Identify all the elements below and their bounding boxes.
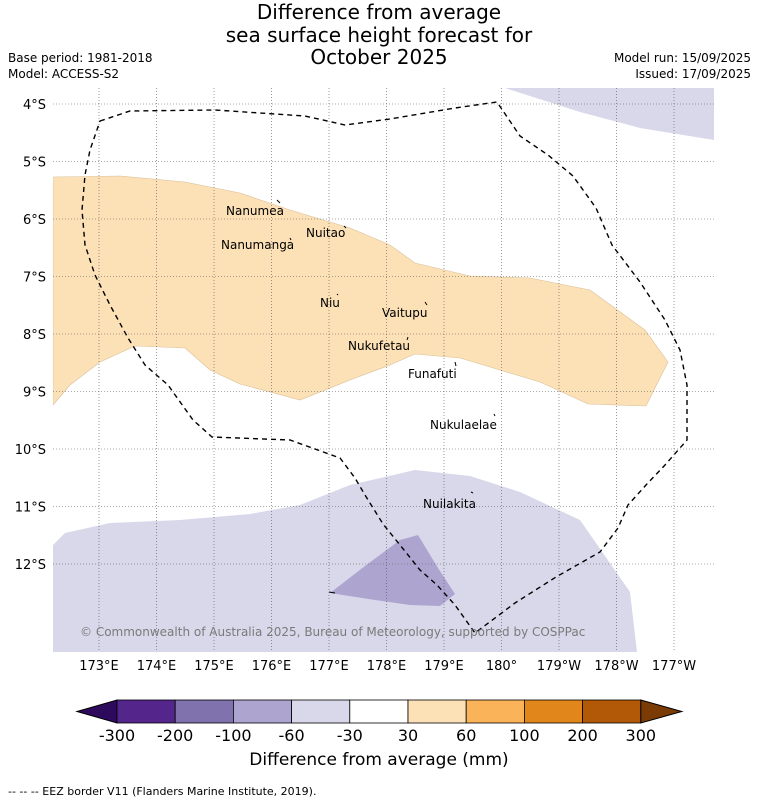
map-title-line-3: October 2025 <box>310 45 448 69</box>
lon-tick-label: 180° <box>486 659 517 674</box>
colorbar-extension-low <box>75 699 118 724</box>
place-label-nuitao: Nuitao <box>306 226 345 240</box>
colorbar-segment <box>116 699 176 724</box>
place-label-niu: Niu <box>320 296 340 310</box>
colorbar <box>75 699 684 724</box>
base-period-label: Base period: 1981-2018 <box>8 51 153 65</box>
colorbar-segment <box>524 699 584 724</box>
lat-tick-label: 5°S <box>23 156 46 171</box>
lat-tick-label: 9°S <box>23 386 46 401</box>
lon-tick-label: 178°E <box>367 659 407 674</box>
colorbar-tick-label: 30 <box>398 726 418 745</box>
colorbar-tick-label: 60 <box>456 726 476 745</box>
lon-tick-label: 179°W <box>537 659 581 674</box>
lon-tick-label: 177°E <box>309 659 349 674</box>
lon-tick-label: 178°W <box>594 659 638 674</box>
map-title-line-2: sea surface height forecast for <box>225 23 533 47</box>
eez-border <box>81 101 688 634</box>
colorbar-tick-label: -300 <box>99 726 135 745</box>
place-label-nanumanga: Nanumanga <box>221 238 294 252</box>
lon-tick-label: 174°E <box>137 659 177 674</box>
colorbar-segment <box>174 699 234 724</box>
lon-tick-label: 175°E <box>194 659 234 674</box>
lat-tick-label: 12°S <box>15 558 46 573</box>
colorbar-segment <box>291 699 351 724</box>
map-title-line-1: Difference from average <box>256 0 502 24</box>
colorbar-title: Difference from average (mm) <box>249 750 509 770</box>
colorbar-segment <box>465 699 525 724</box>
colorbar-tick-label: 200 <box>567 726 598 745</box>
issued-label: Issued: 17/09/2025 <box>635 67 751 81</box>
colorbar-segment <box>407 699 467 724</box>
island-markers <box>276 199 496 594</box>
lat-tick-label: 11°S <box>15 501 46 516</box>
lon-tick-label: 173°E <box>79 659 119 674</box>
colorbar-segment <box>349 699 409 724</box>
lon-tick-label: 176°E <box>252 659 292 674</box>
anomaly-region-negative-south <box>53 470 637 652</box>
colorbar-tick-label: -200 <box>157 726 193 745</box>
anomaly-region-strong-negative <box>330 535 455 606</box>
colorbar-tick-label: -60 <box>279 726 305 745</box>
anomaly-region-positive <box>53 175 669 407</box>
lat-tick-label: 8°S <box>23 328 46 343</box>
place-label-nukufetau: Nukufetau <box>348 339 410 353</box>
colorbar-tick-label: 300 <box>626 726 657 745</box>
colorbar-tick-label: 100 <box>509 726 540 745</box>
place-label-nanumea: Nanumea <box>226 204 284 218</box>
place-label-nuilakita: Nuilakita <box>423 497 476 511</box>
colorbar-segment <box>582 699 642 724</box>
copyright-notice: © Commonwealth of Australia 2025, Bureau… <box>80 625 585 639</box>
lat-tick-label: 10°S <box>15 443 46 458</box>
lon-tick-label: 179°E <box>424 659 464 674</box>
lat-tick-label: 6°S <box>23 213 46 228</box>
colorbar-tick-label: -30 <box>337 726 363 745</box>
lon-tick-label: 177°W <box>652 659 696 674</box>
lat-tick-label: 4°S <box>23 98 46 113</box>
colorbar-extension-high <box>640 699 684 724</box>
colorbar-tick-label: -100 <box>215 726 251 745</box>
anomaly-region-negative-north <box>505 88 714 140</box>
place-label-nukulaelae: Nukulaelae <box>430 418 497 432</box>
model-run-label: Model run: 15/09/2025 <box>613 51 751 65</box>
lat-tick-label: 7°S <box>23 271 46 286</box>
model-label: Model: ACCESS-S2 <box>8 67 120 81</box>
colorbar-segment <box>232 699 292 724</box>
eez-footnote: -- -- -- EEZ border V11 (Flanders Marine… <box>8 785 317 798</box>
place-label-vaitupu: Vaitupu <box>382 306 428 320</box>
place-label-funafuti: Funafuti <box>408 367 457 381</box>
